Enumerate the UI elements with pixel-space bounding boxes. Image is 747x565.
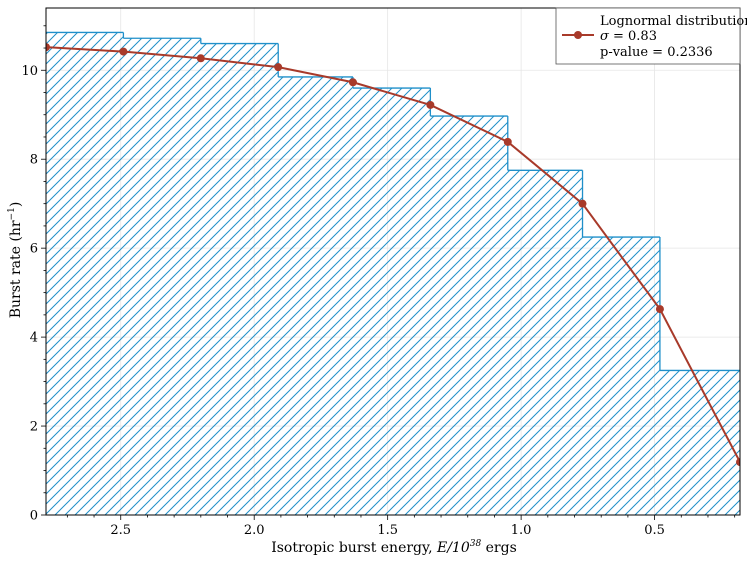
- y-tick-label: 8: [30, 153, 38, 168]
- y-tick-label: 2: [30, 420, 38, 435]
- series-point: [119, 47, 128, 56]
- series-point: [426, 100, 435, 109]
- y-tick-label: 6: [30, 242, 38, 257]
- x-tick-label: 1.5: [377, 523, 398, 538]
- y-axis-label: Burst rate (hr−1): [7, 202, 24, 319]
- y-axis-ticks: 0 2 4 6 8 10: [21, 25, 46, 524]
- x-tick-label: 1.0: [511, 523, 532, 538]
- legend-title: Lognormal distribution: [600, 14, 747, 29]
- series-point: [736, 458, 740, 467]
- x-axis-ticks: 2.5 2.0 1.5 1.0 0.5: [66, 515, 736, 538]
- series-point: [503, 137, 512, 146]
- series-point: [655, 305, 664, 314]
- y-tick-label: 10: [21, 64, 38, 79]
- legend-pvalue: p-value = 0.2336: [600, 45, 713, 60]
- series-point: [196, 54, 205, 63]
- legend-marker: [574, 31, 582, 39]
- series-point: [348, 78, 357, 87]
- x-tick-label: 2.0: [244, 523, 265, 538]
- lognormal-points: [46, 43, 740, 467]
- y-tick-label: 4: [30, 331, 38, 346]
- series-point: [46, 43, 50, 52]
- x-tick-label: 2.5: [110, 523, 131, 538]
- histogram: [46, 31, 740, 372]
- lognormal-series-line: [46, 46, 740, 463]
- legend-sigma: σ = 0.83: [600, 29, 657, 44]
- series-point: [578, 199, 587, 208]
- x-tick-label: 0.5: [644, 523, 665, 538]
- x-axis-label: Isotropic burst energy, E/1038 ergs: [271, 539, 517, 556]
- histogram-hatch-fill: [46, 32, 740, 515]
- series-point: [274, 63, 283, 72]
- plot-frame: [45, 7, 741, 516]
- y-tick-label: 0: [30, 509, 38, 524]
- legend: Lognormal distribution σ = 0.83 p-value …: [555, 7, 747, 65]
